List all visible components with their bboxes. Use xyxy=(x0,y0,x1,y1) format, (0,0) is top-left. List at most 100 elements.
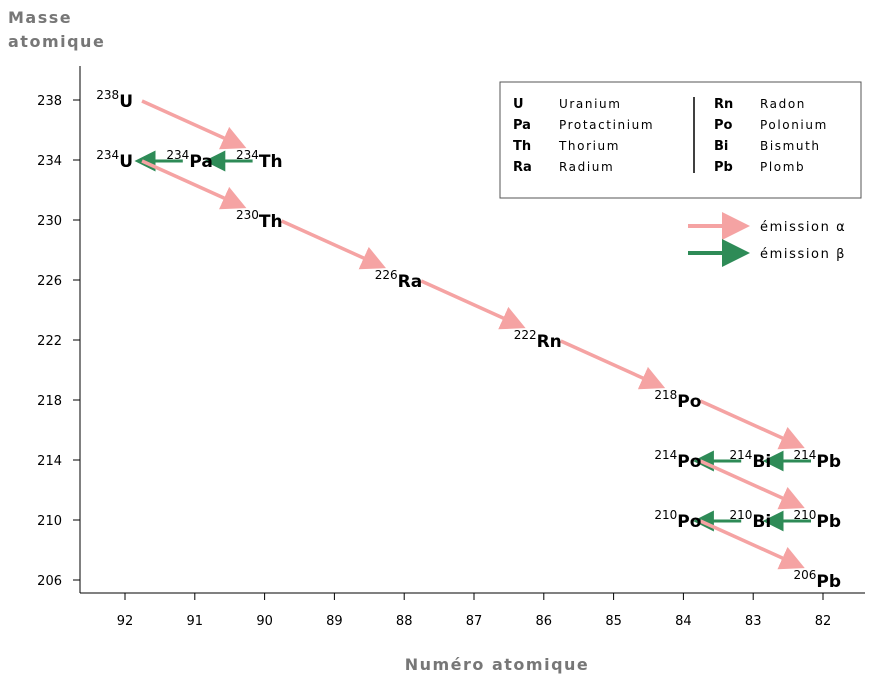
legend-symbol-bi: Bi xyxy=(714,139,728,154)
element-legend: U Uranium Pa Protactinium Th Thorium Ra Radium R… xyxy=(499,81,862,199)
alpha-arrow-u234-to-th230 xyxy=(141,159,247,210)
nuclide-mass: 214 xyxy=(654,448,677,462)
nuclide-po218: 218Po xyxy=(654,388,701,412)
legend-symbol-u: U xyxy=(513,97,524,112)
x-tick-label: 87 xyxy=(466,614,483,629)
nuclide-symbol: Pb xyxy=(816,452,841,472)
nuclide-mass: 210 xyxy=(654,508,677,522)
nuclide-mass: 206 xyxy=(793,568,816,582)
nuclide-symbol: U xyxy=(119,152,133,172)
nuclide-symbol: Po xyxy=(677,512,701,532)
legend-name-po: Polonium xyxy=(760,118,828,132)
nuclide-labels: 238U234Th234Pa234U230Th226Ra222Rn218Po21… xyxy=(96,88,841,592)
legend-name-bi: Bismuth xyxy=(760,139,821,153)
nuclide-symbol: Th xyxy=(259,212,283,232)
x-axis-title: Numéro atomique xyxy=(405,655,590,674)
legend-name-u: Uranium xyxy=(559,97,622,111)
nuclide-symbol: U xyxy=(119,92,133,112)
decay-arrows xyxy=(134,99,811,570)
nuclide-symbol: Pa xyxy=(189,152,212,172)
legend-symbol-po: Po xyxy=(714,118,733,133)
nuclide-mass: 214 xyxy=(729,448,752,462)
x-tick-label: 83 xyxy=(745,614,762,629)
nuclide-th234: 234Th xyxy=(236,148,283,172)
alpha-arrow-u238-to-th234 xyxy=(141,99,247,150)
element-legend-rows: U Uranium Pa Protactinium Th Thorium Ra Radium R… xyxy=(513,97,828,175)
alpha-arrow-rn222-to-po218 xyxy=(560,339,666,390)
x-tick-label: 86 xyxy=(536,614,553,629)
nuclide-mass: 222 xyxy=(514,328,537,342)
x-tick-label: 84 xyxy=(675,614,692,629)
nuclide-bi214: 214Bi xyxy=(729,448,771,472)
nuclide-mass: 226 xyxy=(375,268,398,282)
y-axis-title-line-1: Masse xyxy=(8,8,72,27)
nuclide-th230: 230Th xyxy=(236,208,283,232)
x-tick-label: 89 xyxy=(326,614,343,629)
x-tick-label: 91 xyxy=(187,614,204,629)
legend-name-th: Thorium xyxy=(558,139,620,153)
y-tick-label: 210 xyxy=(37,514,62,529)
nuclide-symbol: Ra xyxy=(398,272,423,292)
nuclide-pb214: 214Pb xyxy=(793,448,841,472)
nuclide-symbol: Pb xyxy=(816,572,841,592)
nuclide-po214: 214Po xyxy=(654,448,701,472)
nuclide-mass: 238 xyxy=(96,88,119,102)
y-tick-label: 222 xyxy=(37,334,62,349)
alpha-arrow-th230-to-ra226 xyxy=(280,219,386,270)
x-tick-label: 85 xyxy=(605,614,622,629)
nuclide-pb210: 210Pb xyxy=(793,508,841,532)
nuclide-pa234: 234Pa xyxy=(166,148,212,172)
nuclide-symbol: Bi xyxy=(752,452,771,472)
nuclide-symbol: Th xyxy=(259,152,283,172)
y-tick-label: 206 xyxy=(37,574,62,589)
beta-legend-label: émission β xyxy=(760,247,846,262)
legend-name-pa: Protactinium xyxy=(559,118,654,132)
legend-symbol-th: Th xyxy=(513,139,531,154)
nuclide-symbol: Pb xyxy=(816,512,841,532)
y-tick-label: 238 xyxy=(37,94,62,109)
legend-symbol-ra: Ra xyxy=(513,160,532,175)
y-tick-label: 234 xyxy=(37,154,62,169)
nuclide-mass: 234 xyxy=(236,148,259,162)
emission-legend: émission α émission β xyxy=(688,212,846,267)
nuclide-rn222: 222Rn xyxy=(514,328,562,352)
nuclide-mass: 234 xyxy=(166,148,189,162)
nuclide-mass: 230 xyxy=(236,208,259,222)
nuclide-mass: 210 xyxy=(729,508,752,522)
y-tick-label: 230 xyxy=(37,214,62,229)
nuclide-po210: 210Po xyxy=(654,508,701,532)
nuclide-mass: 218 xyxy=(654,388,677,402)
alpha-arrow-po210-to-pb206 xyxy=(699,519,805,570)
nuclide-mass: 234 xyxy=(96,148,119,162)
nuclide-mass: 210 xyxy=(793,508,816,522)
legend-symbol-pb: Pb xyxy=(714,160,733,175)
alpha-arrow-ra226-to-rn222 xyxy=(420,279,526,330)
x-tick-label: 92 xyxy=(117,614,134,629)
legend-name-rn: Radon xyxy=(760,97,806,111)
legend-name-pb: Plomb xyxy=(760,160,805,174)
nuclide-symbol: Rn xyxy=(537,332,562,352)
alpha-legend-label: émission α xyxy=(760,220,846,235)
x-tick-label: 90 xyxy=(256,614,273,629)
y-axis-ticks: 238 234 230 226 222 218 214 210 206 xyxy=(37,94,80,589)
legend-symbol-pa: Pa xyxy=(513,118,531,133)
y-tick-label: 226 xyxy=(37,274,62,289)
nuclide-symbol: Po xyxy=(677,452,701,472)
nuclide-symbol: Bi xyxy=(752,512,771,532)
legend-name-ra: Radium xyxy=(559,160,614,174)
y-tick-label: 218 xyxy=(37,394,62,409)
y-axis-title-line-2: atomique xyxy=(8,32,105,51)
x-axis-ticks: 92 91 90 89 88 87 86 85 84 83 82 xyxy=(117,593,832,629)
nuclide-mass: 214 xyxy=(793,448,816,462)
nuclide-pb206: 206Pb xyxy=(793,568,841,592)
alpha-arrow-po214-to-pb210 xyxy=(699,459,805,510)
nuclide-ra226: 226Ra xyxy=(375,268,422,292)
legend-symbol-rn: Rn xyxy=(714,97,733,112)
alpha-arrow-po218-to-pb214 xyxy=(699,399,805,450)
nuclide-bi210: 210Bi xyxy=(729,508,771,532)
nuclide-u234: 234U xyxy=(96,148,133,172)
x-tick-label: 88 xyxy=(396,614,413,629)
nuclide-symbol: Po xyxy=(677,392,701,412)
x-tick-label: 82 xyxy=(815,614,832,629)
